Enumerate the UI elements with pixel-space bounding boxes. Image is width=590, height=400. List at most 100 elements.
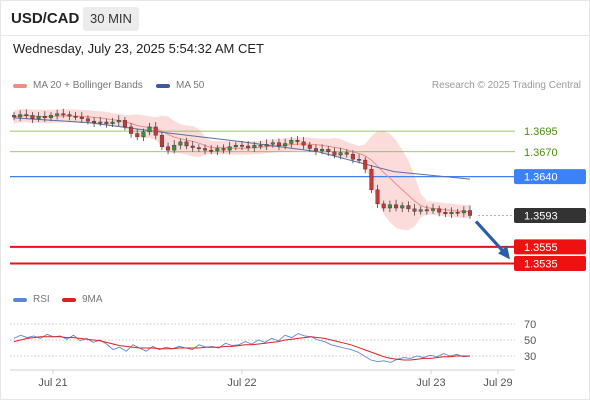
candle-body [295,139,300,143]
candle-body [196,147,201,150]
candle-body [449,211,454,215]
candle-body [394,204,399,209]
candle-body [24,114,29,116]
candle-body [363,159,368,170]
candle-body [209,149,214,152]
legend-label-ma20: MA 20 + Bollinger Bands [33,80,143,91]
candle-body [332,151,337,156]
candle-body [116,120,121,123]
candle-body [307,144,312,149]
x-tick-label: Jul 22 [227,377,256,389]
candle-body [246,145,251,148]
legend-item-ma20: MA 20 + Bollinger Bands [13,80,143,91]
forecast-arrow-shaft [474,220,507,255]
candle-body [85,118,90,122]
candle-body [412,208,417,212]
candle-body [203,148,208,151]
candle-body [221,148,226,151]
candle-body [313,148,318,152]
rsi-swatch-icon [13,297,27,302]
ma50-swatch-icon [156,83,170,88]
candle-body [215,148,220,152]
candle-body [55,113,60,116]
rsi-tick-70: 70 [524,319,536,331]
level-label-1.3640: 1.3640 [524,172,558,184]
candle-body [141,131,146,138]
candle-body [357,159,362,161]
rsi-9ma-line [13,336,470,361]
candle-body [461,210,466,214]
interval-badge[interactable]: 30 MIN [83,7,139,31]
candle-body [381,203,386,209]
legend-label-9ma: 9MA [82,294,103,305]
candle-body [166,146,171,151]
candle-body [431,208,436,211]
candle-body [270,142,275,145]
rsi-tick-50: 50 [524,335,536,347]
candle-body [320,149,325,152]
candle-body [104,121,109,124]
level-label-1.3535: 1.3535 [524,258,558,270]
candle-body [344,152,349,155]
candle-body [326,149,331,152]
candle-body [239,144,244,147]
symbol-label: USD/CAD [11,10,80,27]
candle-body [67,114,72,117]
candle-body [48,115,53,119]
candle-body [375,189,380,205]
candle-body [276,142,281,147]
rsi-line [13,333,471,363]
9ma-swatch-icon [62,297,76,302]
candle-body [190,145,195,148]
legend-item-rsi: RSI [13,294,50,305]
x-tick-label: Jul 23 [416,377,445,389]
research-credit: Research © 2025 Trading Central [431,80,581,91]
bollinger-band [14,109,470,231]
candle-body [159,135,164,148]
level-tag-1.3640 [514,169,586,185]
candle-body [178,141,183,146]
candle-body [338,152,343,156]
level-label-1.3670: 1.3670 [524,147,558,159]
candle-body [135,133,140,138]
candle-body [172,144,177,151]
candle-body [73,115,78,118]
forecast-arrow-head-icon [498,245,510,260]
candle-body [350,154,355,160]
level-label-1.3695: 1.3695 [524,126,558,138]
x-tick-label: Jul 21 [38,377,67,389]
candle-body [424,209,429,212]
candle-body [418,209,423,212]
legend-label-ma50: MA 50 [176,80,205,91]
candle-body [18,114,23,118]
legend-item-ma50: MA 50 [156,80,204,91]
candle-body [61,113,66,116]
candle-body [437,208,442,213]
candle-body [283,143,288,147]
candle-body [42,115,47,119]
candle-body [443,211,448,215]
legend-label-rsi: RSI [33,294,50,305]
candle-body [258,144,263,147]
candle-body [387,204,392,209]
candle-body [122,120,127,128]
level-tag-1.3593 [514,207,586,223]
candle-body [79,116,84,119]
candle-body [147,126,152,133]
rsi-tick-30: 30 [524,351,536,363]
candle-body [264,144,269,147]
legend-item-9ma: 9MA [62,294,103,305]
candle-body [36,115,41,119]
candle-body [252,144,257,148]
ma20-swatch-icon [13,83,27,88]
candle-body [406,205,411,210]
candle-body [468,210,473,216]
candle-body [110,121,115,124]
timestamp: Wednesday, July 23, 2025 5:54:32 AM CET [13,41,264,56]
level-tag-1.3555 [514,239,586,255]
chart-header: USD/CAD 30 MIN [0,0,590,36]
candle-body [289,139,294,144]
level-tag-1.3535 [514,255,586,271]
candle-body [455,211,460,214]
